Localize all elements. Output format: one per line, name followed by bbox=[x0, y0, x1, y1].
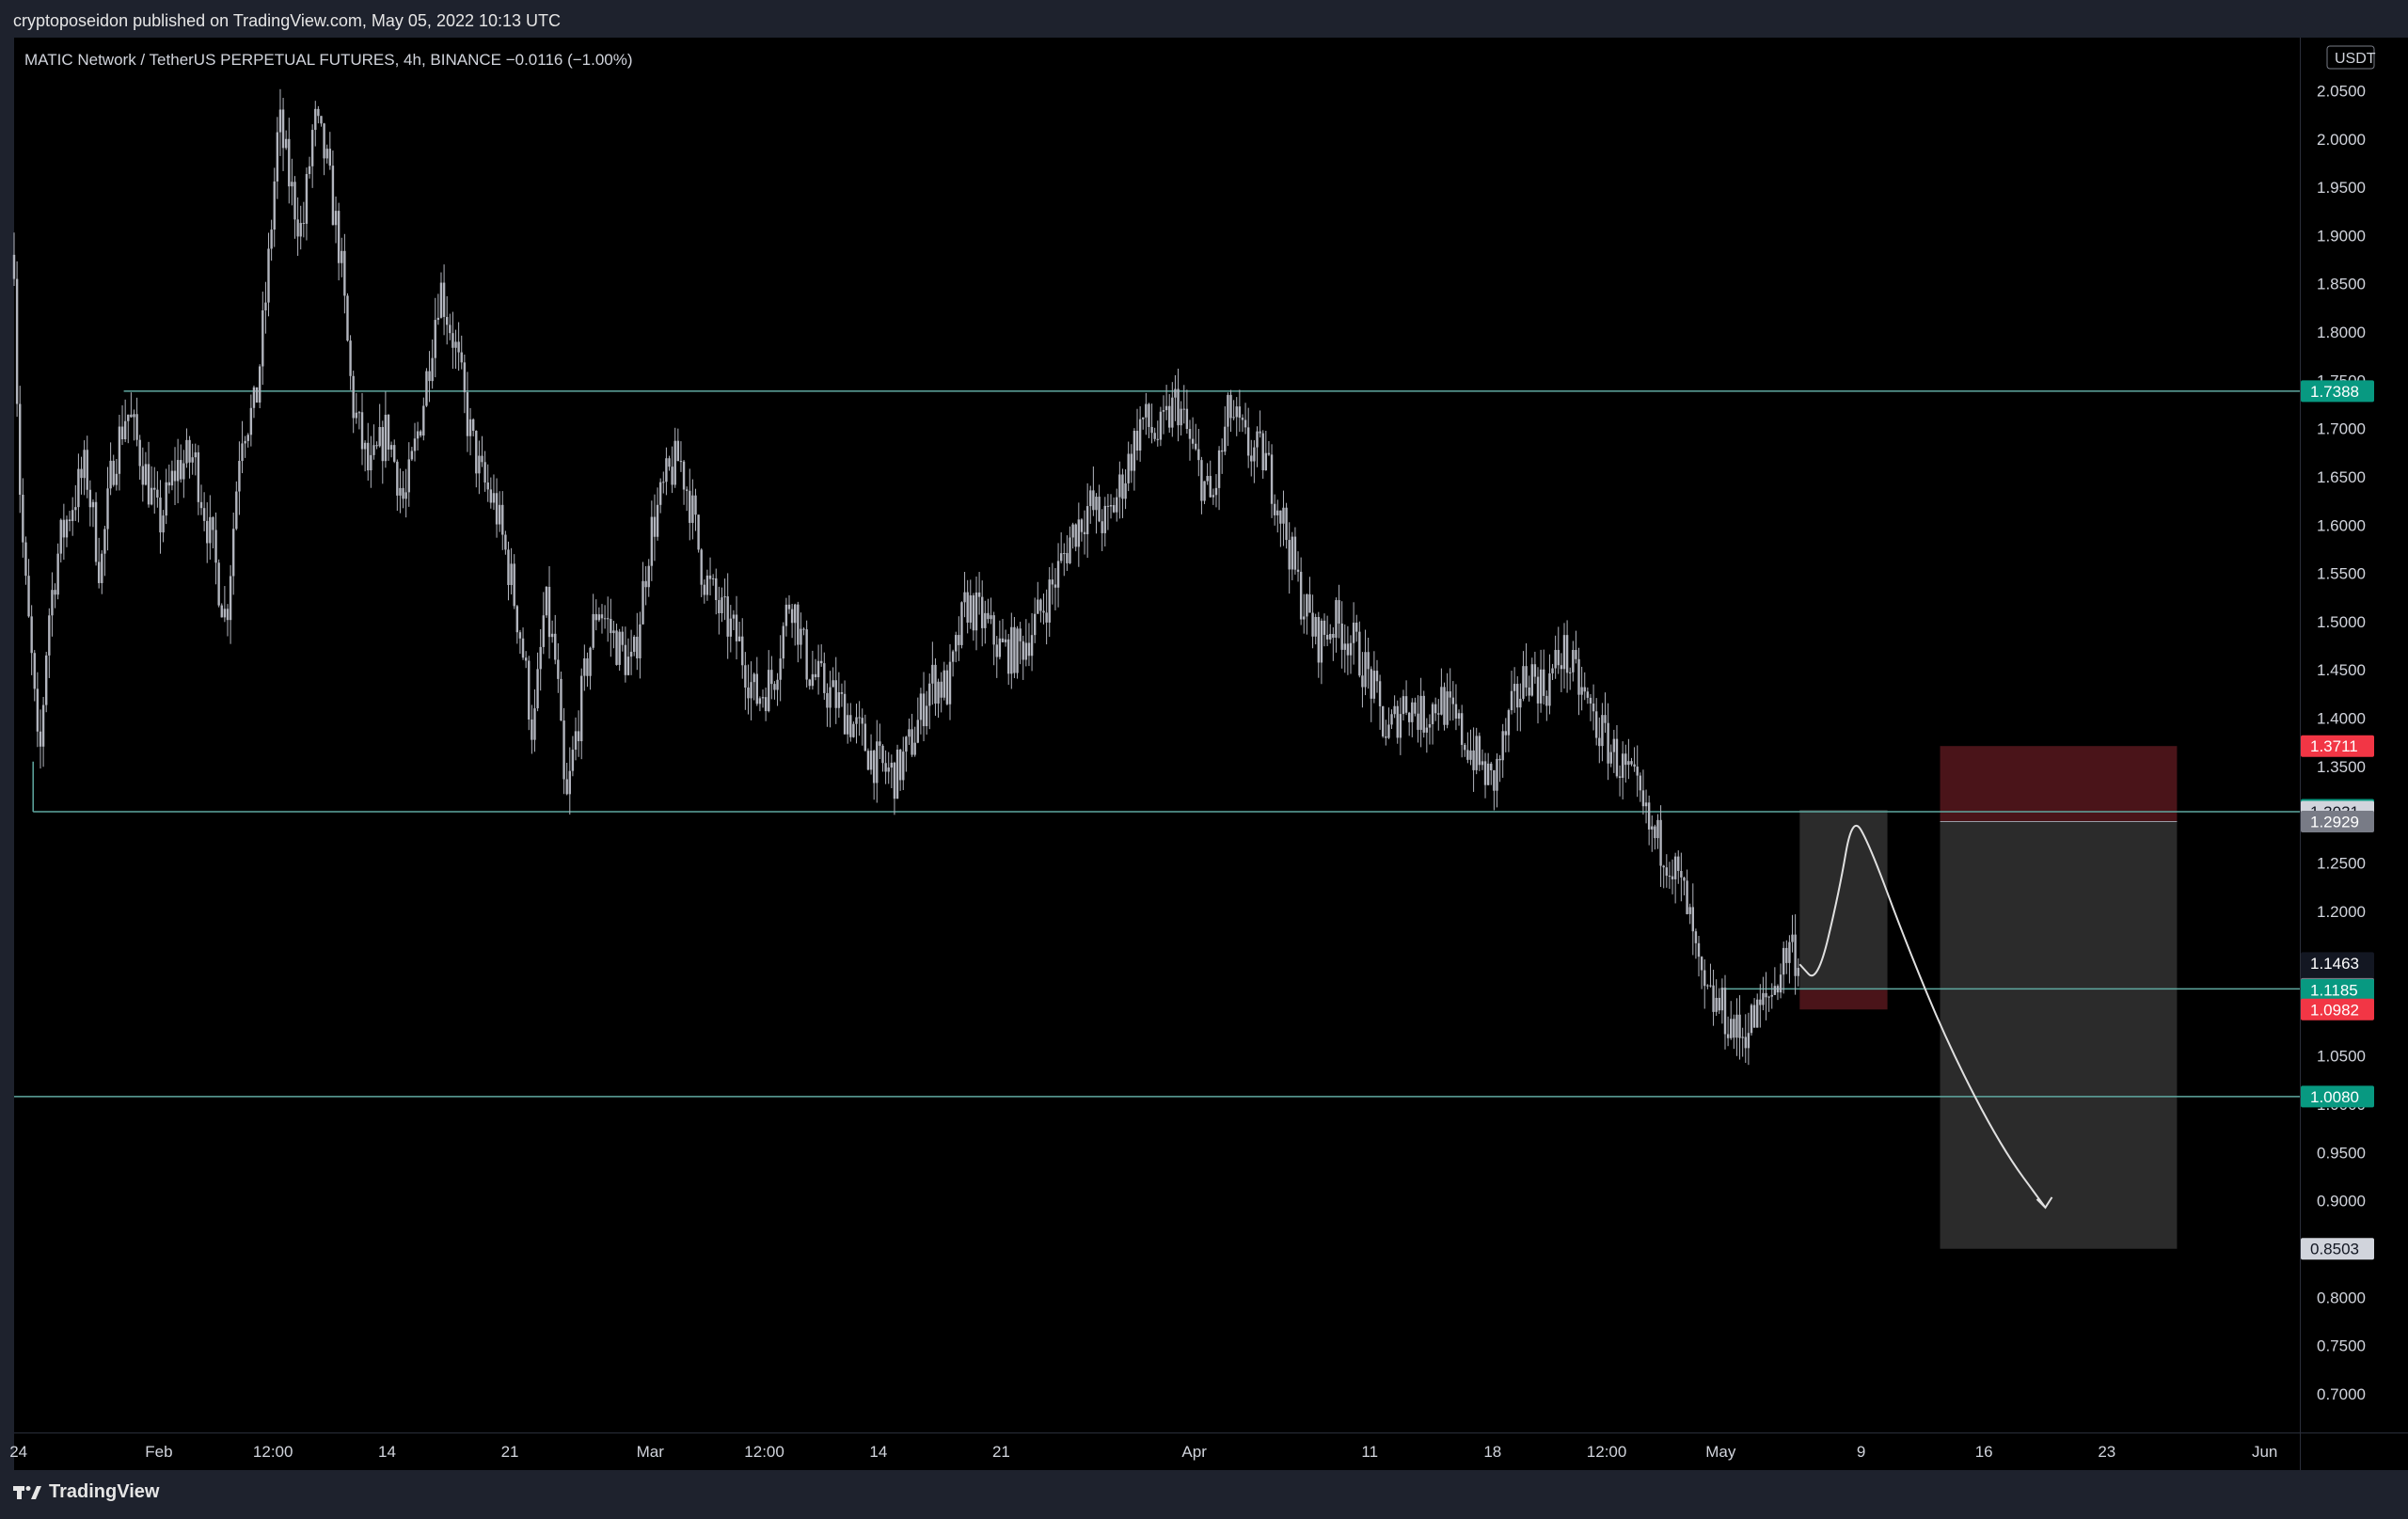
symbol-title: MATIC Network / TetherUS PERPETUAL FUTUR… bbox=[24, 51, 633, 69]
tradingview-logo-icon bbox=[13, 1485, 41, 1499]
time-axis[interactable] bbox=[14, 1432, 2300, 1471]
tradingview-logo[interactable]: TradingView bbox=[13, 1481, 159, 1503]
footer-bar bbox=[0, 1470, 2408, 1519]
axis-corner bbox=[2300, 1432, 2408, 1471]
price-axis[interactable] bbox=[2300, 38, 2408, 1432]
tradingview-logo-text: TradingView bbox=[49, 1481, 160, 1502]
chart-pane[interactable] bbox=[14, 38, 2300, 1432]
header-bar: cryptoposeidon published on TradingView.… bbox=[0, 0, 2408, 38]
publisher-info: cryptoposeidon published on TradingView.… bbox=[13, 11, 562, 30]
